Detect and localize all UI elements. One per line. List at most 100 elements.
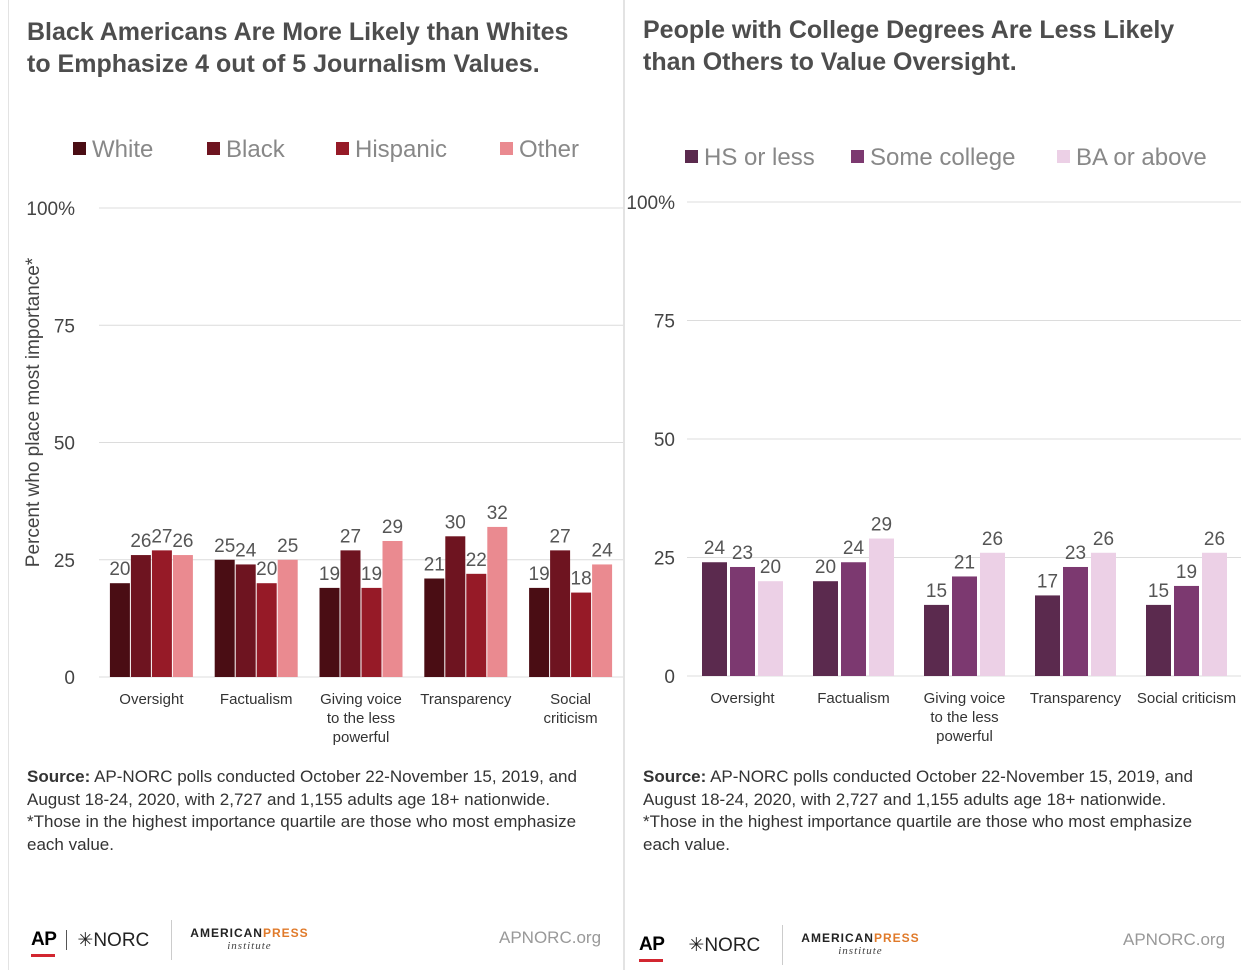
category-label-oversight: Oversight	[119, 691, 184, 708]
bar-hs-or-less-factualism	[813, 581, 838, 676]
data-label: 26	[1204, 529, 1225, 550]
y-tick-label: 50	[54, 434, 75, 455]
bar-black-oversight	[130, 555, 151, 677]
y-tick-label: 75	[54, 316, 75, 337]
bar-hispanic-social-criticism	[571, 592, 592, 677]
bar-other-giving-voice-to-the-less-powerful	[382, 540, 403, 677]
y-tick-label: 100%	[26, 199, 75, 220]
bar-chart-race: 0 25 50 75 100% Percent who place most import…	[23, 136, 623, 746]
ap-logo: AP	[31, 929, 57, 957]
data-label: 24	[592, 540, 614, 561]
bar-hs-or-less-giving-voice-to-the-less-powerful	[924, 604, 949, 676]
bar-other-factualism	[277, 559, 298, 677]
bar-ba-or-above-transparency	[1091, 552, 1116, 676]
y-tick-label: 25	[54, 551, 75, 572]
apnorc-url[interactable]: APNORC.org	[1123, 930, 1226, 949]
data-label: 20	[815, 557, 836, 578]
category-label-transparency: Transparency	[420, 691, 512, 708]
data-label: 19	[361, 564, 382, 585]
data-label: 26	[172, 531, 193, 552]
data-label: 26	[982, 529, 1003, 550]
data-label: 19	[529, 564, 550, 585]
data-label: 15	[1148, 581, 1169, 602]
asterisk-icon: ✳	[77, 929, 94, 951]
bar-black-transparency	[445, 536, 466, 677]
data-label: 20	[256, 559, 277, 580]
data-label: 18	[571, 569, 592, 590]
source-label: Source:	[643, 767, 707, 786]
category-label-social-criticism: Social criticism	[1137, 690, 1236, 707]
bar-ba-or-above-social-criticism	[1202, 552, 1227, 676]
y-tick-label: 100%	[626, 193, 675, 214]
legend-swatch-ba-or-above	[1057, 150, 1070, 163]
chart-panel-race: Black Americans Are More Likely than Whi…	[8, 0, 624, 970]
data-label: 19	[319, 564, 340, 585]
category-label-transparency: Transparency	[1030, 690, 1122, 707]
data-label: 21	[424, 555, 445, 576]
data-label: 24	[704, 538, 726, 559]
footnote: *Those in the highest importance quartil…	[27, 812, 577, 854]
chart-title-line1: People with College Degrees Are Less Lik…	[643, 16, 1175, 44]
category-label-giving-voice-to-the-less-powerful: Giving voice to the less powerful	[320, 691, 402, 746]
bar-hs-or-less-transparency	[1035, 595, 1060, 676]
legend-label-other: Other	[519, 136, 579, 163]
data-label: 25	[277, 536, 298, 557]
bar-white-oversight	[109, 583, 130, 677]
norc-logo: ✳NORC	[77, 929, 150, 951]
data-label: 20	[760, 557, 781, 578]
data-label: 26	[130, 531, 151, 552]
logo-separator	[66, 930, 68, 950]
bar-white-social-criticism	[529, 587, 550, 677]
bar-some-college-oversight	[730, 566, 755, 676]
data-label: 27	[340, 526, 361, 547]
data-label: 15	[926, 581, 947, 602]
asterisk-icon: ✳	[688, 934, 705, 956]
data-label: 25	[214, 536, 235, 557]
chart-title-line1: Black Americans Are More Likely than Whi…	[27, 18, 569, 46]
source-text: AP-NORC polls conducted October 22-Novem…	[27, 767, 577, 809]
y-tick-label: 50	[654, 430, 675, 451]
bar-some-college-social-criticism	[1174, 585, 1199, 676]
data-label: 29	[382, 517, 403, 538]
bar-some-college-transparency	[1063, 566, 1088, 676]
category-label-oversight: Oversight	[710, 690, 775, 707]
american-press-institute-logo: AMERICANPRESS institute	[801, 931, 920, 958]
y-tick-label: 75	[654, 312, 675, 333]
bar-black-social-criticism	[550, 550, 571, 677]
data-label: 26	[1093, 529, 1114, 550]
source-note: Source: AP-NORC polls conducted October …	[643, 766, 1223, 856]
legend-label-black: Black	[226, 136, 286, 163]
chart-title-line2: than Others to Value Oversight.	[643, 48, 1017, 76]
bar-white-transparency	[424, 578, 445, 677]
data-label: 17	[1037, 571, 1058, 592]
bar-hispanic-transparency	[466, 573, 487, 677]
source-note: Source: AP-NORC polls conducted October …	[27, 766, 607, 856]
bar-ba-or-above-factualism	[869, 538, 894, 676]
y-tick-label: 25	[654, 549, 675, 570]
bar-hispanic-oversight	[151, 550, 172, 677]
apnorc-url[interactable]: APNORC.org	[499, 928, 602, 947]
y-tick-label: 0	[664, 667, 675, 688]
legend-swatch-some-college	[851, 150, 864, 163]
ap-logo: AP	[639, 934, 665, 962]
bar-black-factualism	[235, 564, 256, 677]
category-label-factualism: Factualism	[817, 690, 890, 707]
legend-label-hispanic: Hispanic	[355, 136, 447, 163]
legend-swatch-hs-or-less	[685, 150, 698, 163]
chart-title-line2: to Emphasize 4 out of 5 Journalism Value…	[27, 50, 540, 78]
bar-white-factualism	[214, 559, 235, 677]
footer-logos: AP ✳NORC AMERICANPRESS institute	[31, 920, 309, 960]
y-axis-label: Percent who place most importance*	[23, 257, 44, 567]
chart-panel-education: People with College Degrees Are Less Lik…	[624, 0, 1241, 970]
bar-other-social-criticism	[592, 564, 613, 677]
bar-hispanic-giving-voice-to-the-less-powerful	[361, 587, 382, 677]
legend-label-some-college: Some college	[870, 144, 1015, 171]
bar-some-college-giving-voice-to-the-less-powerful	[952, 576, 977, 676]
legend-label-hs-or-less: HS or less	[704, 144, 815, 171]
data-label: 24	[843, 538, 865, 559]
data-label: 32	[487, 503, 508, 524]
data-label: 23	[732, 543, 753, 564]
category-label-giving-voice-to-the-less-powerful: Giving voice to the less powerful	[924, 690, 1006, 745]
bar-other-oversight	[172, 555, 193, 677]
bar-ba-or-above-giving-voice-to-the-less-powerful	[980, 552, 1005, 676]
